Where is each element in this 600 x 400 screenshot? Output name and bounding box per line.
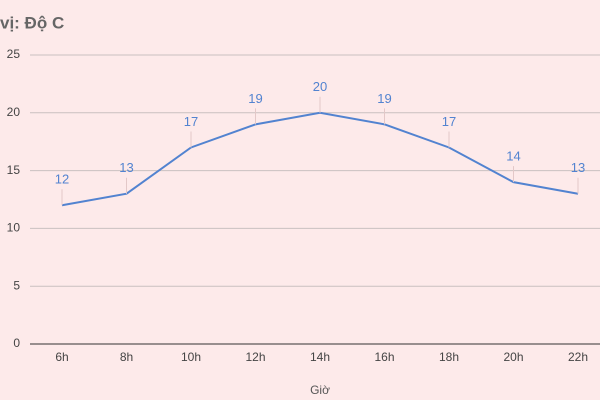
x-tick-label: 18h <box>439 350 459 364</box>
data-label: 17 <box>184 114 198 129</box>
data-label: 20 <box>313 79 327 94</box>
data-label: 12 <box>55 172 69 187</box>
y-tick-label: 15 <box>7 163 21 177</box>
x-tick-label: 16h <box>374 350 394 364</box>
x-tick-label: 22h <box>568 350 588 364</box>
y-tick-label: 25 <box>7 47 21 61</box>
x-tick-label: 6h <box>55 350 68 364</box>
x-tick-label: 8h <box>120 350 133 364</box>
data-label: 13 <box>119 160 133 175</box>
data-label: 14 <box>506 149 520 164</box>
data-label: 19 <box>248 91 262 106</box>
x-tick-label: 12h <box>245 350 265 364</box>
y-tick-label: 10 <box>7 221 21 235</box>
data-label: 17 <box>442 114 456 129</box>
x-axis-title: Giờ <box>310 383 330 397</box>
data-label: 19 <box>377 91 391 106</box>
x-tick-label: 10h <box>181 350 201 364</box>
x-tick-label: 14h <box>310 350 330 364</box>
x-tick-label: 20h <box>503 350 523 364</box>
y-tick-label: 0 <box>13 336 20 350</box>
line <box>61 111 579 207</box>
data-label: 13 <box>571 160 585 175</box>
y-tick-label: 5 <box>13 278 20 292</box>
chart-title: vị: Độ C <box>0 13 64 32</box>
y-tick-label: 20 <box>7 105 21 119</box>
